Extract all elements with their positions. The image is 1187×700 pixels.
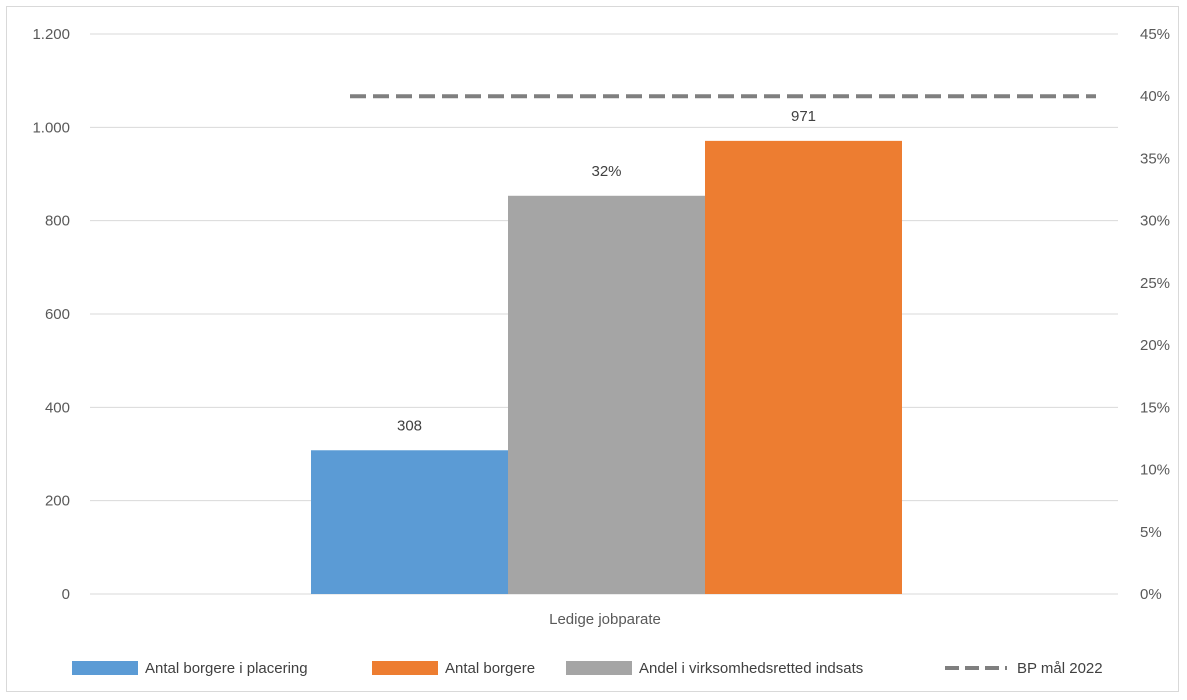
- right-tick-label: 30%: [1140, 213, 1170, 230]
- legend-label: Andel i virksomhedsretted indsats: [639, 660, 863, 677]
- data-label: 308: [397, 417, 422, 434]
- right-tick-label: 25%: [1140, 275, 1170, 292]
- legend-label: Antal borgere i placering: [145, 660, 308, 677]
- data-label: 971: [791, 108, 816, 125]
- bars: [311, 140, 902, 594]
- left-tick-label: 0: [62, 586, 70, 603]
- left-tick-label: 200: [45, 493, 70, 510]
- bar: [508, 195, 705, 594]
- right-tick-label: 20%: [1140, 337, 1170, 354]
- legend: Antal borgere i placering Antal borgere An…: [72, 660, 1103, 677]
- category-label: Ledige jobparate: [549, 611, 661, 628]
- right-tick-label: 10%: [1140, 462, 1170, 479]
- left-tick-label: 800: [45, 213, 70, 230]
- left-tick-label: 600: [45, 306, 70, 323]
- left-axis-ticks: 0 200 400 600 800 1.000 1.200: [32, 26, 70, 603]
- right-tick-label: 0%: [1140, 586, 1162, 603]
- data-labels: 308 32% 971: [397, 108, 816, 434]
- data-label: 32%: [591, 163, 621, 180]
- legend-swatch: [566, 661, 632, 675]
- right-tick-label: 5%: [1140, 524, 1162, 541]
- bar: [705, 140, 902, 594]
- left-tick-label: 400: [45, 399, 70, 416]
- right-axis-ticks: 0% 5% 10% 15% 20% 25% 30% 35% 40% 45%: [1140, 26, 1170, 603]
- bar: [311, 450, 508, 594]
- right-tick-label: 45%: [1140, 26, 1170, 43]
- right-tick-label: 15%: [1140, 399, 1170, 416]
- right-tick-label: 40%: [1140, 88, 1170, 105]
- left-tick-label: 1.000: [32, 119, 70, 136]
- right-tick-label: 35%: [1140, 150, 1170, 167]
- legend-label: Antal borgere: [445, 660, 535, 677]
- legend-swatch: [72, 661, 138, 675]
- legend-swatch: [372, 661, 438, 675]
- legend-label: BP mål 2022: [1017, 660, 1103, 677]
- left-tick-label: 1.200: [32, 26, 70, 43]
